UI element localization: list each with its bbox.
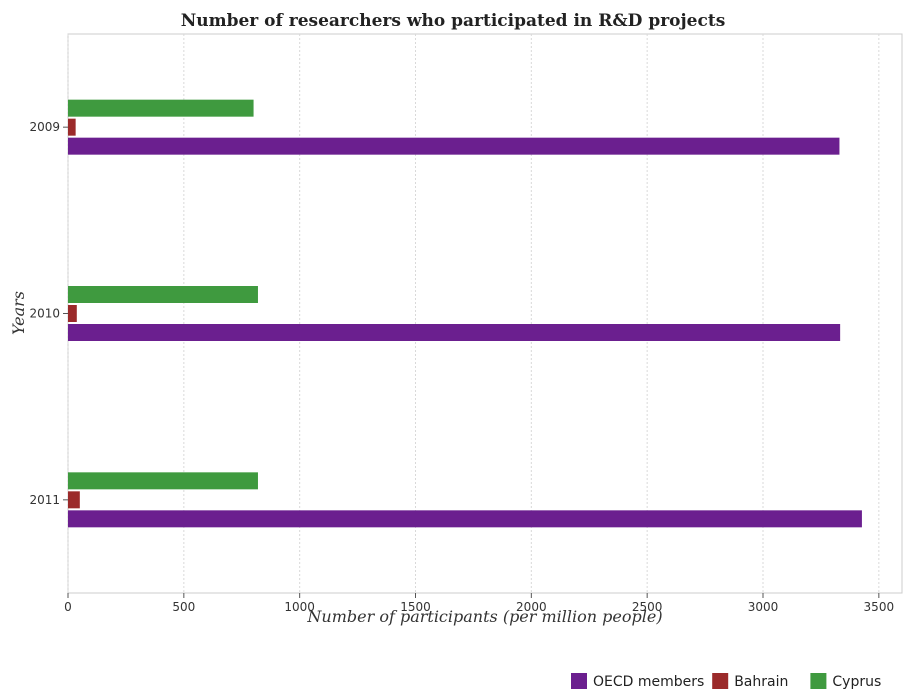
y-tick-label: 2009 [29,120,60,134]
bar [68,510,862,528]
bar [68,137,840,155]
x-tick-label: 2000 [516,600,547,614]
bar [68,324,841,341]
bar [68,286,258,303]
legend-label: Bahrain [734,674,788,690]
bar [68,472,258,490]
legend-swatch [571,673,587,689]
bar [68,99,254,117]
x-tick-label: 0 [64,600,72,614]
bars [68,99,862,528]
legend-swatch [810,673,827,689]
legend-label: Cyprus [832,674,881,690]
x-axis-ticks: 0 500 1000 1500 2000 2500 3000 3500 [64,593,894,614]
grid [67,34,880,593]
bar [68,491,80,509]
chart-title: Number of researchers who participated i… [181,11,726,31]
x-axis-label: Number of participants (per million peop… [306,607,662,626]
y-tick-label: 2010 [29,307,60,321]
bar [68,118,76,136]
x-tick-label: 500 [172,600,195,614]
y-axis-label: Years [9,291,28,335]
x-tick-label: 1500 [400,600,431,614]
x-tick-label: 1000 [284,600,315,614]
plot-area [67,33,903,594]
y-axis-ticks: 2009 2010 2011 [29,120,68,507]
bar [68,305,77,322]
legend-label: OECD members [593,674,704,690]
legend-swatch [712,673,729,689]
x-tick-label: 3000 [748,600,779,614]
legend: OECD members Bahrain Cyprus [571,673,881,690]
y-tick-label: 2011 [29,493,60,507]
x-tick-label: 3500 [864,600,895,614]
x-tick-label: 2500 [632,600,663,614]
